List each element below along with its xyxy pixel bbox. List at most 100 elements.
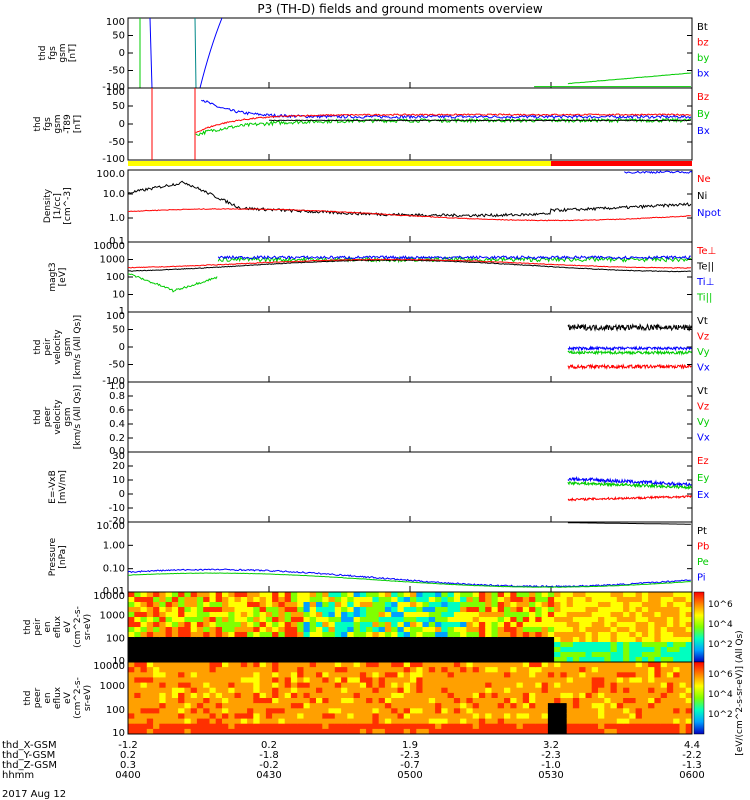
spectrogram-cell [366, 632, 373, 638]
spectrogram-cell [372, 667, 380, 673]
spectrogram-cell [171, 607, 179, 613]
y-tick-label: 30 [112, 451, 125, 462]
spectrogram-cell [353, 723, 361, 730]
spectrogram-cell [372, 723, 380, 730]
spectrogram-cell [629, 698, 637, 704]
spectrogram-cell [297, 627, 305, 633]
spectrogram-cell [159, 597, 167, 603]
spectrogram-cell [372, 642, 380, 648]
spectrogram-cell [516, 723, 524, 730]
spectrogram-cell [579, 662, 587, 668]
spectrogram-cell [629, 718, 637, 725]
spectrogram-cell [184, 597, 192, 603]
spectrogram-cell [641, 632, 649, 638]
spectrogram-cell [203, 728, 211, 734]
spectrogram-cell [272, 632, 279, 638]
spectrogram-cell [159, 612, 167, 618]
spectrogram-cell [297, 602, 305, 608]
spectrogram-cell [265, 642, 273, 648]
spectrogram-cell [560, 718, 568, 725]
panel-data [151, 88, 692, 160]
spectrogram-cell [353, 627, 361, 633]
spectrogram-cell [685, 622, 692, 628]
spectrogram-cell [516, 662, 524, 668]
spectrogram-cell [253, 677, 261, 684]
spectrogram-cell [522, 723, 530, 730]
spectrogram-cell [485, 602, 493, 608]
spectrogram-cell [410, 723, 417, 730]
spectrogram-cell [453, 687, 461, 694]
spectrogram-cell [159, 682, 167, 689]
spectrogram-cell [529, 682, 536, 689]
spectrogram-cell [497, 592, 505, 598]
spectrogram-cell [447, 708, 455, 714]
spectrogram-cell [165, 657, 173, 662]
spectrogram-cell [460, 652, 467, 658]
spectrogram-cell [353, 652, 361, 658]
spectrogram-cell [328, 597, 336, 603]
spectrogram-cell [673, 728, 681, 734]
spectrogram-cell [416, 592, 424, 598]
spectrogram-cell [278, 592, 286, 598]
spectrogram-cell [134, 622, 142, 628]
spectrogram-cell [541, 728, 549, 734]
spectrogram-cell [403, 632, 411, 638]
spectrogram-cell [316, 692, 323, 699]
spectrogram-cell [435, 627, 442, 633]
spectrogram-cell [610, 602, 618, 608]
spectrogram-cell [153, 692, 160, 699]
spectrogram-cell [303, 627, 311, 633]
spectrogram-cell [572, 652, 580, 658]
spectrogram-cell [491, 667, 499, 673]
spectrogram-cell [485, 592, 493, 598]
y-axis-label: fgs [43, 117, 53, 131]
orbit-value: 0430 [256, 770, 281, 781]
spectrogram-cell [579, 677, 587, 684]
y-axis-label: [nPa] [58, 545, 68, 568]
spectrogram-cell [153, 592, 160, 598]
spectrogram-cell [153, 708, 160, 714]
spectrogram-cell [247, 662, 254, 668]
te-par-trace [128, 259, 692, 273]
spectrogram-cell [397, 622, 405, 628]
spectrogram-cell [196, 708, 204, 714]
spectrogram-cell [460, 728, 467, 734]
spectrogram-cell [203, 622, 211, 628]
spectrogram-cell [278, 667, 286, 673]
spectrogram-cell [685, 647, 692, 653]
spectrogram-cell [259, 607, 267, 613]
spectrogram-cell [128, 698, 135, 704]
spectrogram-cell [322, 662, 330, 668]
spectrogram-cell [128, 672, 135, 678]
spectrogram-cell [134, 708, 142, 714]
y-tick-label: 1.00 [103, 540, 125, 551]
spectrogram-cell [159, 647, 167, 653]
spectrogram-cell [460, 718, 467, 725]
spectrogram-cell [165, 662, 173, 668]
spectrogram-cell [447, 592, 455, 598]
spectrogram-cell [491, 607, 499, 613]
spectrogram-cell [516, 642, 524, 648]
spectrogram-cell [203, 652, 211, 658]
spectrogram-cell [635, 592, 643, 598]
spectrogram-cell [366, 662, 373, 668]
spectrogram-cell [309, 602, 317, 608]
spectrogram-cell [284, 662, 292, 668]
spectrogram-cell [259, 592, 267, 598]
spectrogram-cell [510, 713, 518, 720]
spectrogram-cell [610, 682, 618, 689]
spectrogram-cell [272, 597, 279, 603]
spectrogram-cell [604, 667, 612, 673]
spectrogram-cell [610, 708, 618, 714]
spectrogram-cell [165, 612, 173, 618]
spectrogram-cell [253, 617, 261, 623]
spectrogram-cell [140, 657, 148, 662]
spectrogram-cell [265, 662, 273, 668]
spectrogram-cell [497, 607, 505, 613]
spectrogram-cell [203, 713, 211, 720]
spectrogram-cell [184, 682, 192, 689]
spectrogram-cell [510, 657, 518, 662]
spectrogram-cell [341, 607, 348, 613]
spectrogram-cell [278, 652, 286, 658]
spectrogram-cell [547, 728, 555, 734]
